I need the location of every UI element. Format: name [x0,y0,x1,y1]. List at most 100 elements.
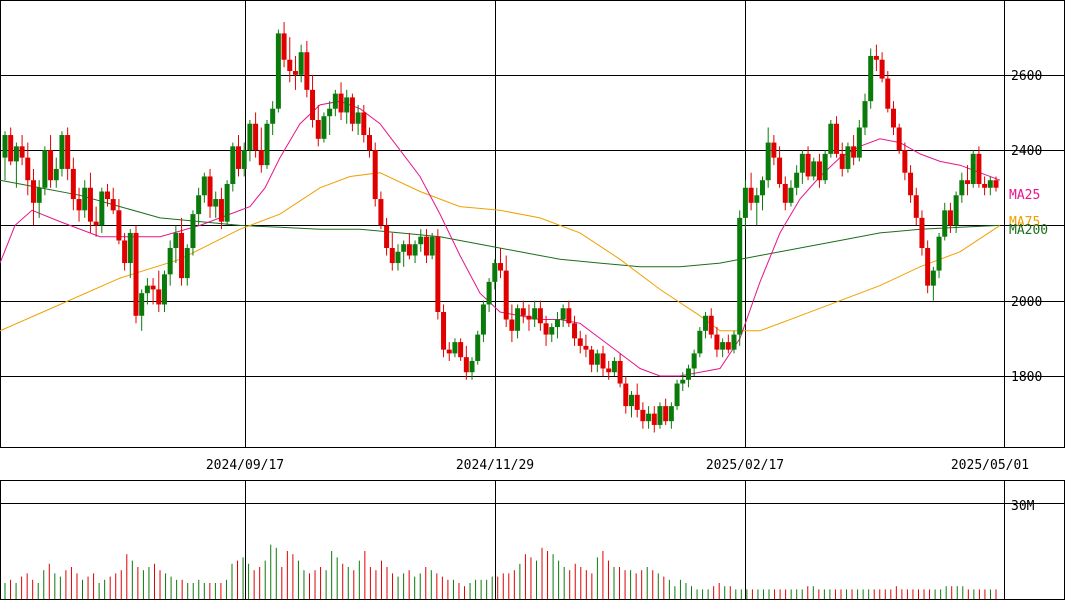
candle [856,119,862,162]
candle-body [668,406,674,422]
candle [247,119,253,162]
candle-body [816,161,822,181]
candle [759,176,765,211]
candle [589,345,595,373]
candle [777,146,783,188]
candle-body [811,161,817,177]
candle-body [515,308,521,331]
candle [446,342,452,361]
candle-body [469,360,475,373]
candle-body [270,108,276,124]
candle [959,172,965,203]
candle-body [537,308,543,324]
candle-body [913,195,919,218]
candle [942,202,948,241]
candle-body [395,251,401,264]
candle [788,180,794,207]
candle [657,402,663,429]
candle [970,150,976,188]
candle-body [572,323,578,339]
candle-body [646,413,652,422]
candle [361,104,367,143]
candle [310,74,316,128]
candle-body [566,308,572,324]
candle-body [384,225,390,248]
candle [395,244,401,271]
candle [42,146,48,196]
candle [230,142,236,192]
candle [617,353,623,388]
candle-body [742,187,748,218]
candle-body [634,394,640,410]
candle-body [70,168,76,200]
candle [794,165,800,196]
candle [236,135,242,177]
candle [139,289,145,331]
candle-body [828,123,834,154]
candle-body [834,123,840,154]
candle-body [589,349,595,365]
candle-body [594,353,600,365]
candle [572,315,578,346]
candle-body [196,195,202,215]
candle-body [87,187,93,222]
candle [805,146,811,181]
candle [480,300,486,343]
candle-body [281,33,287,60]
candle [930,266,936,301]
candle-body [275,33,281,109]
candle-body [549,327,555,335]
candle [509,304,515,343]
candle [919,210,925,256]
candle [144,278,150,305]
candle-body [771,142,777,158]
candle [737,210,743,346]
candle-body [754,195,760,203]
candle-body [167,247,173,275]
candle [412,240,418,264]
candle [59,131,65,177]
price-axis-labels: 2600 2400 2000 1800 [1011,69,1042,385]
candle [8,127,14,166]
candle-body [526,315,532,320]
candle [714,327,720,358]
candle [754,187,760,226]
candle-body [657,406,663,425]
candle-body [680,379,686,384]
candle [663,398,669,425]
candle [640,402,646,429]
candle-body [617,360,623,384]
candle [651,406,657,433]
candle [36,180,42,218]
candle-body [315,119,321,139]
candle-body [13,146,19,162]
candle [406,232,412,260]
candle-body [406,244,412,256]
candle-body [429,236,435,256]
candle [925,240,931,294]
candle [401,240,407,267]
candle [549,323,555,343]
candle-body [116,210,122,241]
candle [82,180,88,218]
candle [606,360,612,380]
candle-body [30,180,36,203]
candle [862,93,868,136]
date-label-1: 2024/09/17 [206,458,284,473]
candle [105,183,111,207]
candle [93,206,99,237]
candle-body [805,153,811,177]
candle-body [110,199,116,211]
candle [65,127,71,181]
candle-body [606,368,612,373]
candle-body [731,334,737,350]
candle-body [264,123,270,166]
candlestick-series [2,22,999,433]
candle [799,150,805,184]
candle-body [708,315,714,335]
candle-body [520,308,526,316]
candle [720,338,726,358]
volume-panel-frame [0,480,1065,600]
candle [532,300,538,328]
candle-body [435,236,441,312]
